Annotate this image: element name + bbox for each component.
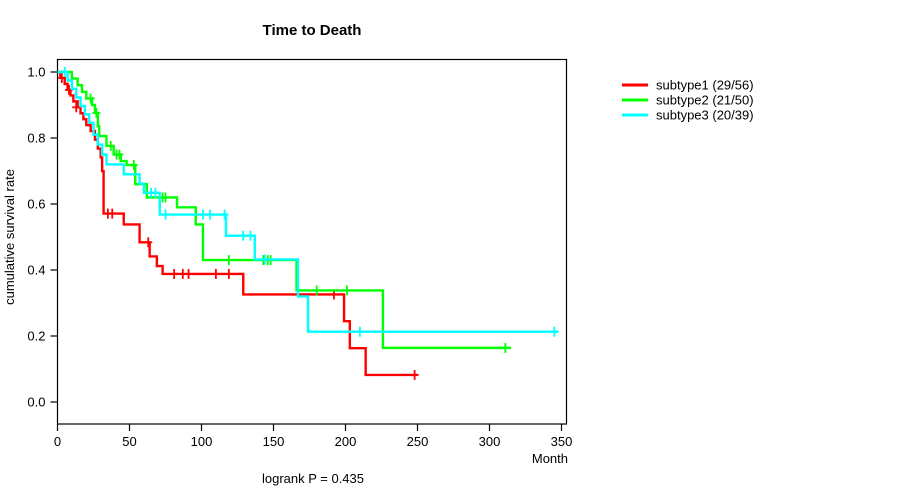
chart-title: Time to Death — [263, 22, 362, 39]
legend-item: subtype3 (20/39) — [622, 108, 754, 123]
survival-curve-1 — [57, 70, 418, 377]
y-tick-label: 0.6 — [27, 197, 45, 212]
x-tick-label: 350 — [551, 434, 573, 449]
x-tick-label: 50 — [122, 434, 136, 449]
x-tick-label: 200 — [335, 434, 357, 449]
plot-border — [56, 58, 568, 425]
legend-label-subtype2: subtype2 (21/50) — [656, 93, 754, 108]
y-tick-label: 0.4 — [27, 263, 45, 278]
x-tick-label: 0 — [54, 434, 61, 449]
y-tick-label: 1.0 — [27, 65, 45, 80]
y-tick-label: 0.0 — [27, 395, 45, 410]
logrank-annotation: logrank P = 0.435 — [262, 471, 364, 486]
survival-curve-3 — [57, 70, 559, 333]
x-tick-label: 300 — [479, 434, 501, 449]
legend-item: subtype1 (29/56) — [622, 78, 754, 93]
y-tick-label: 0.8 — [27, 131, 45, 146]
x-axis-label: Month — [532, 451, 568, 466]
legend-item: subtype2 (21/50) — [622, 93, 754, 108]
x-tick-label: 100 — [191, 434, 213, 449]
survival-curve-2 — [57, 70, 512, 350]
axes-layer: 0 50 100 150 200 250 300 350 0.0 0.2 0.4 0.6 0.8 1.0 — [27, 65, 572, 450]
x-tick-label: 250 — [407, 434, 429, 449]
x-tick-label: 150 — [263, 434, 285, 449]
legend-label-subtype3: subtype3 (20/39) — [656, 108, 754, 123]
curves-layer — [57, 67, 559, 380]
legend-label-subtype1: subtype1 (29/56) — [656, 78, 754, 93]
legend: subtype1 (29/56) subtype2 (21/50) subtyp… — [622, 78, 754, 123]
y-tick-label: 0.2 — [27, 329, 45, 344]
y-axis-label: cumulative survival rate — [2, 169, 17, 305]
